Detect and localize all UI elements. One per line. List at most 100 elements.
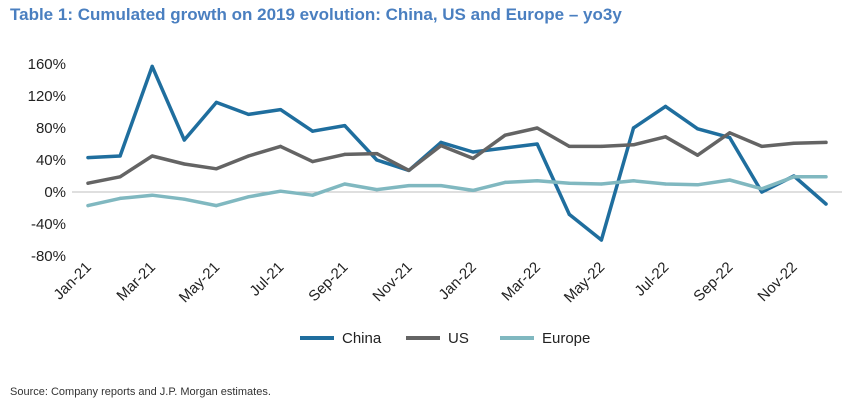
data-point-europe <box>567 181 571 185</box>
y-tick-label: 40% <box>36 152 66 169</box>
data-point-china <box>760 190 764 194</box>
legend-item-china: China <box>300 330 382 347</box>
data-point-europe <box>471 188 475 192</box>
x-tick-label: Jan-21 <box>50 259 94 303</box>
data-point-us <box>599 144 603 148</box>
data-point-europe <box>824 175 828 179</box>
data-point-europe <box>182 197 186 201</box>
data-point-us <box>760 144 764 148</box>
y-tick-label: 120% <box>28 88 66 105</box>
data-point-europe <box>663 182 668 186</box>
data-point-europe <box>503 180 507 184</box>
y-axis: -80% -40% 0% 40% 80% 120% 160% <box>28 56 66 265</box>
y-tick-label: 0% <box>44 184 66 201</box>
data-point-europe <box>214 204 218 208</box>
data-point-europe <box>696 183 700 187</box>
data-point-europe <box>278 189 283 193</box>
x-tick-label: Jul-22 <box>631 259 672 300</box>
series-line-europe <box>86 175 828 208</box>
y-tick-label: 80% <box>36 120 66 137</box>
data-point-europe <box>246 195 251 199</box>
data-point-china <box>311 129 315 133</box>
data-point-us <box>728 131 732 135</box>
data-point-china <box>631 126 636 130</box>
data-point-us <box>567 144 571 148</box>
data-point-us <box>631 143 636 147</box>
data-point-us <box>86 181 90 185</box>
data-point-europe <box>599 182 603 186</box>
series-china <box>86 64 828 242</box>
data-point-us <box>182 162 186 166</box>
x-tick-label: May-21 <box>176 259 223 306</box>
data-point-china <box>567 212 571 216</box>
data-point-europe <box>439 184 443 188</box>
x-axis: Jan-21 Mar-21 May-21 Jul-21 Sep-21 Nov-21 Jan-… <box>50 191 842 306</box>
series-us <box>86 126 828 185</box>
legend-label: Europe <box>542 330 590 347</box>
chart-title: Table 1: Cumulated growth on 2019 evolut… <box>10 5 622 24</box>
data-point-china <box>214 100 218 104</box>
data-point-us <box>246 154 251 158</box>
x-tick-label: Jan-22 <box>435 259 479 303</box>
data-point-china <box>182 138 186 142</box>
legend-label: US <box>448 330 469 347</box>
data-point-china <box>118 154 122 158</box>
data-point-china <box>728 136 732 140</box>
data-point-europe <box>535 179 539 183</box>
data-point-china <box>246 112 251 116</box>
series-line-us <box>86 126 828 185</box>
data-point-europe <box>118 196 122 200</box>
data-point-europe <box>631 179 636 183</box>
x-tick-label: Mar-22 <box>498 259 544 305</box>
series-europe <box>86 175 828 208</box>
data-point-us <box>535 126 539 130</box>
data-point-us <box>439 144 443 148</box>
data-point-us <box>792 141 796 145</box>
legend-label: China <box>342 330 382 347</box>
x-tick-label: Jul-21 <box>246 259 287 300</box>
data-point-china <box>375 158 379 162</box>
data-point-us <box>311 160 315 164</box>
x-tick-label: Nov-21 <box>369 259 415 305</box>
data-point-china <box>343 124 347 128</box>
data-point-china <box>471 150 475 154</box>
data-point-china <box>599 238 603 242</box>
data-point-europe <box>375 188 379 192</box>
data-point-europe <box>86 204 90 208</box>
legend-item-us: US <box>406 330 469 347</box>
y-tick-label: -40% <box>31 216 66 233</box>
data-point-europe <box>760 187 764 191</box>
x-tick-label: Sep-22 <box>690 259 736 305</box>
data-point-us <box>118 175 122 179</box>
data-point-china <box>86 156 90 160</box>
data-point-china <box>696 127 700 131</box>
y-tick-label: -80% <box>31 248 66 265</box>
data-point-europe <box>150 193 154 197</box>
data-point-europe <box>311 193 315 197</box>
data-point-us <box>663 135 668 139</box>
y-tick-label: 160% <box>28 56 66 73</box>
source-note: Source: Company reports and J.P. Morgan … <box>10 386 271 398</box>
data-point-us <box>278 144 283 148</box>
series-line-china <box>86 64 828 242</box>
x-tick-label: May-22 <box>561 259 608 306</box>
data-point-china <box>503 146 507 150</box>
data-point-us <box>407 168 411 172</box>
data-point-us <box>696 153 700 157</box>
line-chart: -80% -40% 0% 40% 80% 120% 160% Jan-21 Mar-21 May… <box>28 56 842 347</box>
data-point-china <box>663 104 668 108</box>
data-point-china <box>439 140 443 144</box>
data-point-europe <box>728 178 732 182</box>
data-point-us <box>150 154 154 158</box>
data-point-europe <box>343 182 347 186</box>
data-point-china <box>824 202 828 206</box>
data-point-us <box>824 140 828 144</box>
data-point-europe <box>407 184 411 188</box>
data-point-europe <box>792 175 796 179</box>
legend: China US Europe <box>300 330 590 347</box>
data-point-us <box>503 133 507 137</box>
x-tick-label: Sep-21 <box>305 259 351 305</box>
series-group <box>86 64 828 242</box>
x-tick-label: Nov-22 <box>754 259 800 305</box>
legend-item-europe: Europe <box>500 330 590 347</box>
